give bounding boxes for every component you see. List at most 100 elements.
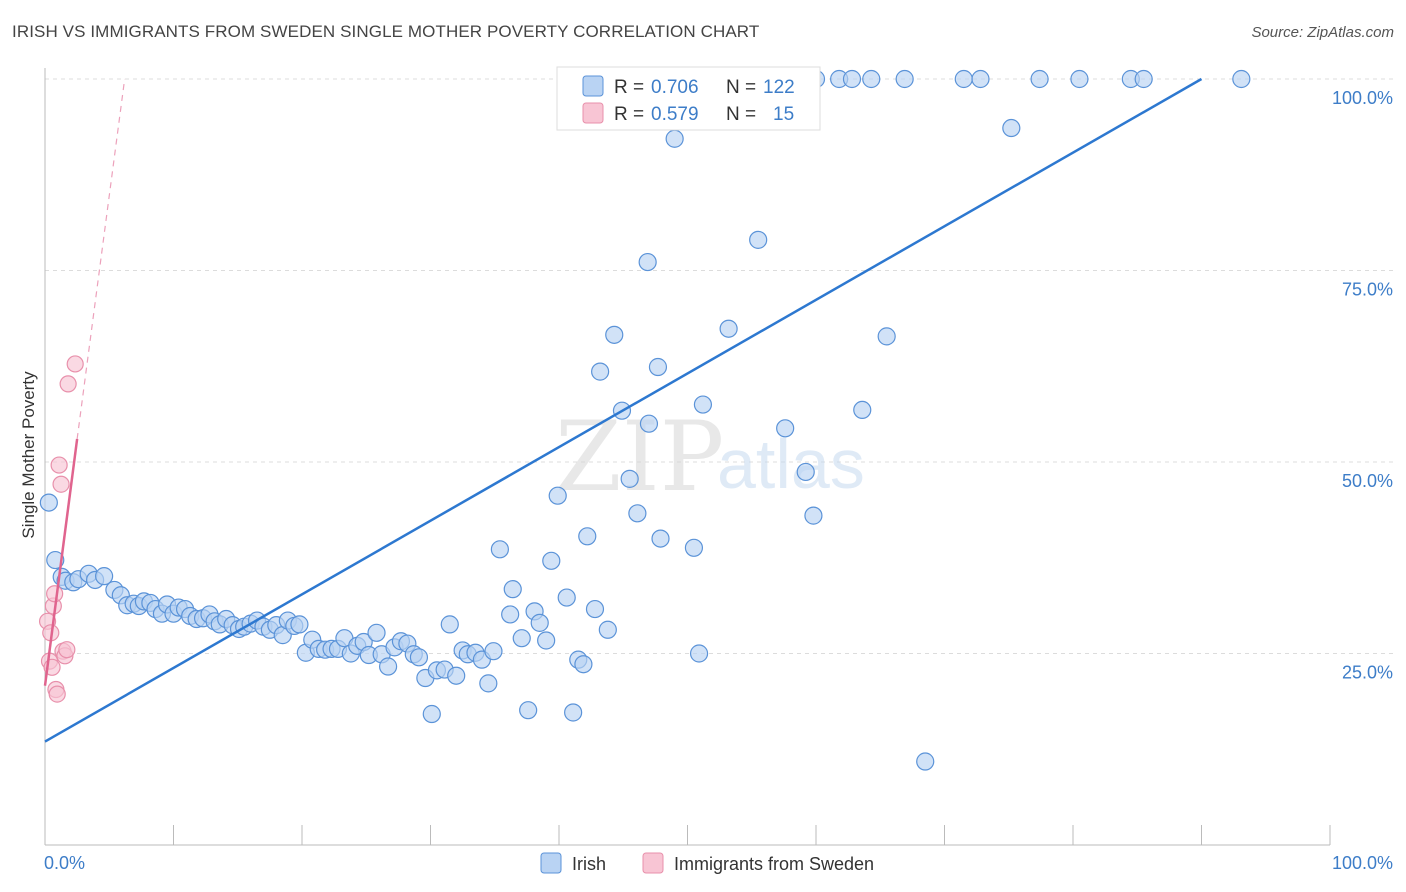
irish-point-124 (1070, 69, 1089, 89)
trend-lines (43, 77, 1203, 743)
y-axis-title: Single Mother Poverty (19, 371, 38, 539)
irish-point-127 (1232, 69, 1251, 89)
irish-point-115 (853, 400, 872, 420)
bottom-legend-sweden-swatch (642, 852, 664, 874)
irish-point-94 (638, 252, 657, 272)
irish-point-100 (684, 538, 704, 557)
sweden-points (38, 355, 84, 703)
bottom-legend-sweden-label: Immigrants from Sweden (674, 854, 874, 874)
irish-point-64 (440, 615, 459, 634)
x-tick-max: 100.0% (1332, 853, 1393, 873)
irish-point-59 (409, 648, 429, 667)
irish-point-96 (648, 357, 668, 377)
bottom-legend-irish-label: Irish (572, 854, 606, 874)
watermark-atlas: atlas (717, 425, 865, 503)
sweden-point-13 (59, 375, 77, 393)
irish-point-52 (367, 623, 386, 642)
legend-sweden-n-label: N = (726, 104, 756, 125)
irish-point-92 (620, 469, 639, 488)
irish-point-90 (605, 325, 624, 344)
irish-points (39, 69, 1251, 771)
irish-point-85 (574, 655, 593, 674)
irish-point-102 (693, 395, 713, 414)
irish-point-97 (651, 529, 670, 548)
irish-point-87 (585, 599, 605, 619)
irish-point-105 (719, 319, 738, 338)
irish-point-86 (578, 527, 597, 546)
irish-point-88 (591, 362, 610, 381)
y-tick-label-75: 75.0% (1342, 280, 1393, 300)
irish-point-61 (422, 704, 441, 724)
irish-point-40 (290, 615, 309, 634)
irish-point-98 (665, 129, 684, 148)
irish-point-1 (46, 550, 65, 570)
sweden-point-7 (48, 685, 66, 703)
sweden-point-8 (50, 456, 68, 474)
series-legend: Irish Immigrants from Sweden (540, 852, 874, 874)
irish-point-120 (954, 69, 973, 89)
irish-point-113 (796, 462, 815, 482)
watermark: ZIP atlas (555, 401, 865, 513)
irish-point-95 (639, 414, 659, 433)
irish-point-54 (378, 657, 398, 676)
irish-point-65 (447, 666, 466, 685)
irish-point-74 (503, 580, 522, 599)
irish-point-117 (877, 327, 896, 346)
legend-irish-n-label: N = (726, 77, 756, 98)
legend-sweden-r-label: R = (614, 104, 644, 125)
sweden-trend-extension (76, 78, 126, 440)
irish-trend-line (44, 77, 1203, 743)
irish-point-126 (1134, 69, 1153, 89)
irish-point-101 (689, 644, 709, 663)
irish-point-93 (628, 504, 647, 523)
grid-lines (45, 78, 1393, 654)
y-tick-label-50: 50.0% (1342, 471, 1393, 491)
correlation-legend: R = 0.706 N = 122 R = 0.579 N = 15 (556, 66, 821, 131)
bottom-legend-irish-swatch (540, 852, 562, 874)
irish-point-109 (776, 419, 795, 438)
irish-point-114 (804, 506, 823, 525)
legend-irish-r-value: 0.706 (651, 77, 699, 98)
irish-point-116 (862, 69, 881, 89)
irish-point-121 (971, 69, 990, 89)
y-tick-label-100: 100.0% (1332, 88, 1393, 108)
irish-point-80 (542, 551, 561, 570)
legend-irish-n-value: 122 (763, 77, 795, 98)
legend-sweden-n-value: 15 (773, 104, 794, 125)
irish-point-123 (1030, 69, 1049, 89)
irish-point-79 (537, 631, 556, 650)
irish-point-81 (548, 486, 567, 505)
irish-point-8 (95, 567, 114, 586)
y-tick-labels: 25.0% 50.0% 75.0% 100.0% (1332, 88, 1393, 683)
legend-irish-r-label: R = (614, 77, 644, 98)
sweden-point-9 (52, 475, 70, 493)
irish-point-70 (479, 674, 498, 693)
legend-sweden-r-value: 0.579 (651, 104, 699, 125)
watermark-zip: ZIP (555, 401, 724, 513)
irish-point-75 (512, 629, 531, 648)
legend-sweden-swatch (582, 102, 604, 124)
chart-title: IRISH VS IMMIGRANTS FROM SWEDEN SINGLE M… (12, 22, 760, 41)
irish-point-119 (916, 752, 935, 771)
y-tick-label-25: 25.0% (1342, 663, 1393, 683)
source-label: Source: ZipAtlas.com (1251, 24, 1394, 41)
x-tick-min: 0.0% (44, 853, 85, 873)
irish-point-122 (1002, 118, 1021, 138)
irish-point-112 (842, 69, 862, 89)
irish-point-118 (895, 69, 914, 89)
axes (44, 68, 1331, 846)
sweden-point-14 (66, 355, 84, 373)
irish-point-71 (484, 642, 503, 661)
irish-point-83 (564, 703, 583, 722)
sweden-trend-line (43, 438, 79, 686)
irish-point-107 (749, 230, 768, 249)
irish-point-73 (501, 605, 520, 624)
irish-point-89 (598, 620, 617, 639)
irish-point-82 (557, 588, 576, 607)
sweden-point-5 (46, 585, 64, 603)
irish-point-0 (39, 493, 58, 512)
sweden-point-12 (58, 641, 76, 659)
irish-point-76 (519, 701, 538, 720)
irish-point-72 (490, 540, 509, 559)
